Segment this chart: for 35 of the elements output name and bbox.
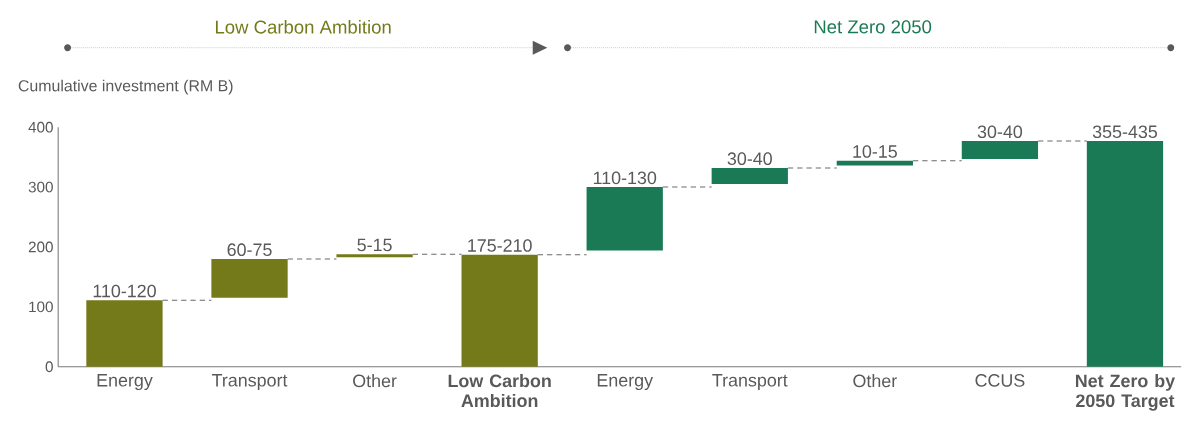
- y-axis-title: Cumulative investment (RM B): [18, 79, 233, 95]
- bar: [86, 300, 163, 367]
- data-label: 10-15: [853, 144, 897, 158]
- bar: [461, 254, 538, 367]
- x-tick-label: Other: [853, 373, 897, 388]
- y-tick-label: 0: [45, 361, 53, 372]
- bar: [836, 160, 913, 166]
- data-label: 110-120: [93, 284, 156, 298]
- y-tick-label: 100: [29, 301, 53, 313]
- bar: [586, 186, 663, 251]
- y-tick-label: 400: [28, 121, 53, 133]
- text: Low Carbon Ambition: [215, 19, 391, 34]
- x-tick-label: Low Carbon Ambition: [448, 373, 551, 407]
- x-tick-label: CCUS: [975, 373, 1025, 387]
- data-label: 60-75: [227, 243, 272, 256]
- x-tick-label: Other: [353, 373, 397, 388]
- data-label: 110-130: [593, 171, 657, 184]
- bar: [1086, 140, 1164, 367]
- data-label: 5-15: [357, 238, 392, 252]
- x-tick-label: Energy: [97, 373, 153, 390]
- x-tick-label: Net Zero by 2050 Target: [1075, 373, 1176, 411]
- y-tick-label: 300: [28, 181, 53, 193]
- bar: [211, 258, 288, 298]
- bar: [711, 167, 788, 184]
- data-label: 30-40: [727, 152, 772, 165]
- bar: [961, 140, 1039, 159]
- x-tick-label: Transport: [712, 373, 788, 390]
- x-tick-label: Energy: [597, 373, 654, 390]
- data-label: 30-40: [977, 125, 1023, 138]
- data-label: 355-435: [1092, 125, 1158, 138]
- data-label: 175-210: [468, 238, 532, 252]
- y-tick-label: 200: [28, 241, 53, 253]
- x-tick-label: Transport: [211, 373, 288, 390]
- text: Net Zero 2050: [814, 20, 932, 34]
- bar: [336, 253, 413, 257]
